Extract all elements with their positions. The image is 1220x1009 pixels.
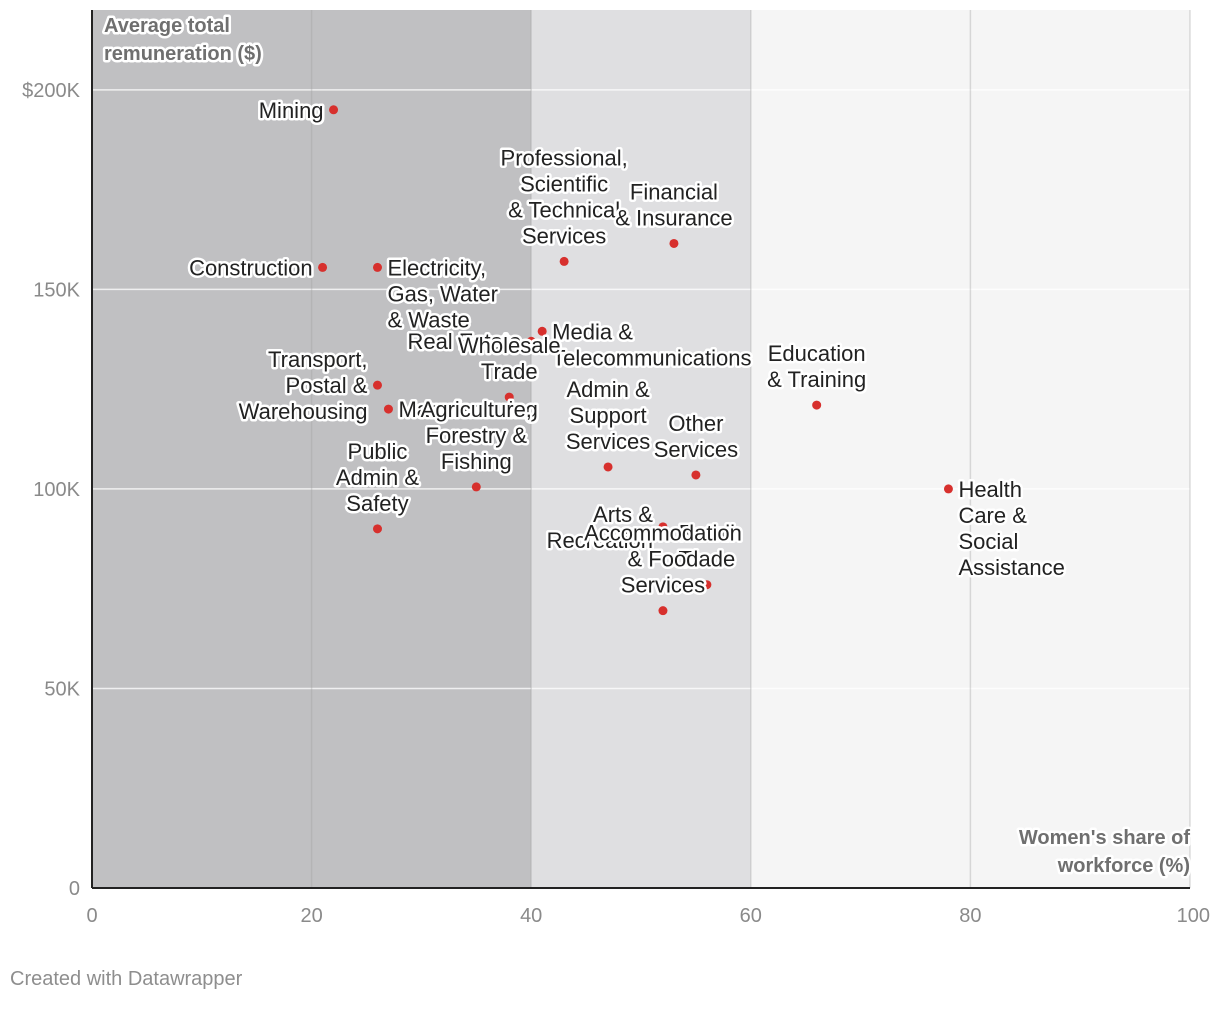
point-label-11: Admin & Support Services — [566, 377, 650, 454]
credit-text: Created with Datawrapper — [10, 968, 243, 990]
data-point-7[interactable] — [812, 400, 822, 410]
data-point-0[interactable] — [329, 105, 339, 115]
point-label-3: Construction — [189, 255, 313, 280]
band-2 — [750, 10, 1190, 888]
shaded-bands — [92, 10, 1190, 888]
data-point-3[interactable] — [318, 262, 328, 272]
point-label-15: Public Admin & Safety — [336, 439, 419, 516]
point-label-9: Manufacturing — [398, 397, 537, 422]
point-labels: Mining Professional, Scientific & Technical… — [187, 95, 1068, 600]
point-label-1: Professional, Scientific & Technical Servic… — [501, 145, 628, 248]
point-label-17: Retail Trade — [679, 521, 736, 572]
x-tick-label-3: 60 — [740, 905, 762, 927]
tick-labels: 0 20 40 60 80 100 0 50K 100K 150K $200K — [22, 80, 1210, 927]
y-tick-label-4: $200K — [22, 80, 80, 102]
band-0 — [92, 10, 532, 888]
point-label-0: Mining — [259, 98, 324, 123]
point-label-5: Media & Telecommunications — [552, 319, 751, 370]
x-axis-title: Women's share of workforce (%) — [1019, 827, 1190, 877]
y-axis-title: Average total remuneration ($) — [104, 15, 262, 65]
data-point-2[interactable] — [669, 238, 679, 248]
x-tick-label-2: 40 — [520, 905, 542, 927]
band-1 — [531, 10, 751, 888]
gridlines — [92, 10, 1191, 888]
data-points — [318, 105, 953, 616]
point-label-4: Electricity, Gas, Water & Waste — [387, 255, 497, 332]
data-point-10[interactable] — [504, 392, 514, 402]
point-label-18: Accommodation & Food Services — [584, 521, 742, 598]
data-point-16[interactable] — [658, 522, 668, 532]
x-tick-label-0: 0 — [86, 905, 97, 927]
data-point-15[interactable] — [372, 524, 382, 534]
data-point-4[interactable] — [372, 262, 382, 272]
x-tick-label-4: 80 — [959, 905, 981, 927]
point-label-2: Financial & Insurance — [615, 179, 732, 230]
data-point-5[interactable] — [537, 326, 547, 336]
data-point-17[interactable] — [702, 580, 712, 590]
point-label-14: Agriculture, Forestry & Fishing — [421, 397, 532, 474]
data-point-6[interactable] — [526, 336, 536, 346]
data-point-18[interactable] — [658, 606, 668, 616]
y-tick-label-1: 50K — [44, 678, 80, 700]
point-label-13: Health Care & Social Assistance — [958, 477, 1064, 580]
x-tick-label-5: 100 — [1177, 905, 1210, 927]
data-point-11[interactable] — [603, 462, 613, 472]
point-label-10: Wholesale Trade — [458, 333, 561, 384]
data-point-1[interactable] — [559, 256, 569, 266]
point-label-7: Education & Training — [767, 341, 866, 392]
y-tick-label-2: 100K — [33, 479, 80, 501]
data-point-8[interactable] — [372, 380, 382, 390]
point-label-12: Other Services — [654, 411, 738, 462]
data-point-9[interactable] — [383, 404, 393, 414]
x-tick-label-1: 20 — [300, 905, 322, 927]
point-label-6: Real Estate — [407, 329, 521, 354]
point-label-8: Transport, Postal & Warehousing — [239, 347, 368, 424]
data-point-14[interactable] — [471, 482, 481, 492]
y-tick-label-3: 150K — [33, 279, 80, 301]
axis-titles: Average total remuneration ($) Women's sha… — [102, 13, 1193, 880]
point-label-16: Arts & Recreation — [547, 502, 654, 553]
y-tick-label-0: 0 — [69, 878, 80, 900]
data-point-13[interactable] — [943, 484, 953, 494]
axes — [91, 10, 1190, 889]
data-point-12[interactable] — [691, 470, 701, 480]
